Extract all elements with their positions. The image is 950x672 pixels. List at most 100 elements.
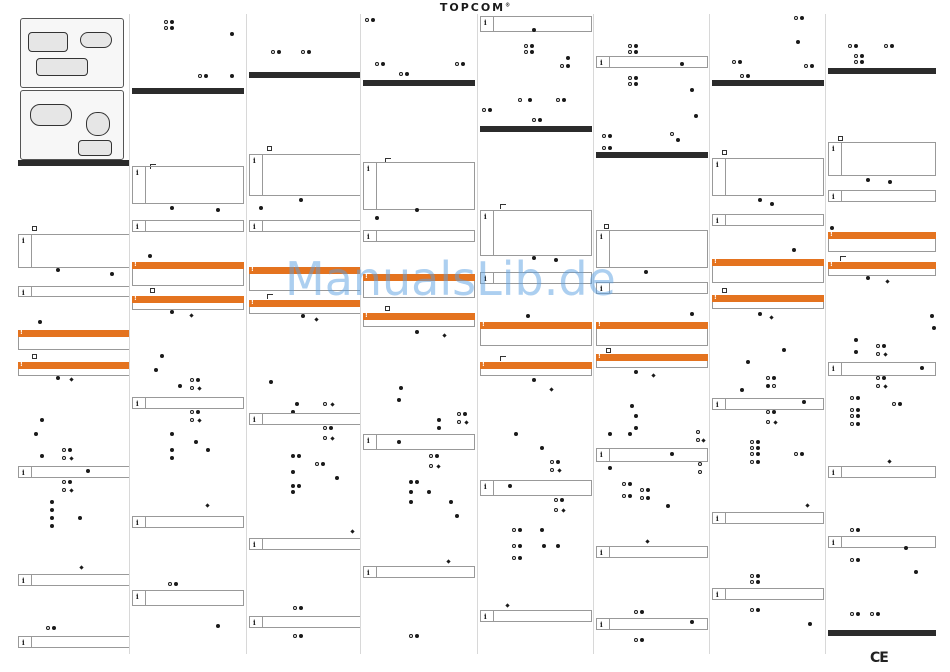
open-dot-icon [323,436,327,440]
section-bar [132,88,244,94]
note-box: i [712,214,824,226]
filled-dot-icon [830,226,834,230]
note-box: i [480,272,592,284]
open-dot-icon [848,44,852,48]
filled-dot-icon [800,452,804,456]
adapter-drawing [78,140,112,156]
open-dot-icon [602,146,606,150]
filled-dot-icon [882,344,886,348]
watermark: ManualsLib.de [285,252,616,306]
checkbox-icon [606,348,611,353]
filled-dot-icon [178,384,182,388]
warning-bar [132,295,244,303]
note-box: i [596,546,708,558]
filled-dot-icon [110,272,114,276]
filled-dot-icon [772,376,776,380]
diamond-icon [549,387,554,392]
filled-dot-icon [295,402,299,406]
warning-bar [18,329,130,337]
filled-dot-icon [449,500,453,504]
filled-dot-icon [455,514,459,518]
filled-dot-icon [634,82,638,86]
filled-dot-icon [170,456,174,460]
filled-dot-icon [230,32,234,36]
filled-dot-icon [608,432,612,436]
warning-bar [712,294,824,302]
open-dot-icon [190,386,194,390]
open-dot-icon [46,626,50,630]
open-dot-icon [876,344,880,348]
checkbox-icon [722,150,727,155]
note-box: i [363,566,475,578]
filled-dot-icon [932,326,936,330]
filled-dot-icon [532,378,536,382]
filled-dot-icon [154,368,158,372]
filled-dot-icon [518,544,522,548]
filled-dot-icon [216,624,220,628]
warning-box [132,269,244,286]
note-box: i [132,397,244,409]
open-dot-icon [766,410,770,414]
filled-dot-icon [866,178,870,182]
filled-dot-icon [518,556,522,560]
filled-dot-icon [415,330,419,334]
manual-column-4: i i i i [360,14,477,654]
filled-dot-icon [630,404,634,408]
filled-dot-icon [562,98,566,102]
open-dot-icon [62,480,66,484]
warning-box [249,307,361,314]
note-box: i [363,434,475,450]
filled-dot-icon [690,88,694,92]
note-box: i [249,220,361,232]
warning-box [18,369,130,376]
info-icon: i [22,468,25,477]
filled-dot-icon [532,256,536,260]
filled-dot-icon [399,386,403,390]
filled-dot-icon [860,60,864,64]
warning-box [596,361,708,368]
warning-bar [18,361,130,369]
open-dot-icon [550,468,554,472]
info-icon: i [22,576,25,585]
filled-dot-icon [540,446,544,450]
filled-dot-icon [206,448,210,452]
filled-dot-icon [299,198,303,202]
filled-dot-icon [397,398,401,402]
warning-bar [596,353,708,361]
filled-dot-icon [277,50,281,54]
filled-dot-icon [259,206,263,210]
info-icon: i [253,415,256,424]
open-dot-icon [740,74,744,78]
manual-column-2: i i i i i [129,14,246,654]
filled-dot-icon [335,476,339,480]
filled-dot-icon [52,626,56,630]
note-box: i [249,413,361,425]
filled-dot-icon [170,206,174,210]
info-icon: i [367,164,370,173]
note-box: i [596,448,708,462]
filled-dot-icon [756,574,760,578]
info-icon: i [367,568,370,577]
open-dot-icon [323,426,327,430]
filled-dot-icon [196,378,200,382]
filled-dot-icon [329,426,333,430]
filled-dot-icon [856,422,860,426]
info-icon: i [600,58,603,67]
filled-dot-icon [170,448,174,452]
filled-dot-icon [854,350,858,354]
filled-dot-icon [680,62,684,66]
diamond-icon [330,402,335,407]
diamond-icon [883,352,888,357]
info-icon: i [22,236,25,245]
diamond-icon [436,464,441,469]
corner-marker-icon [840,256,846,261]
open-dot-icon [560,64,564,68]
note-box: i [18,636,130,648]
open-dot-icon [455,62,459,66]
section-bar [828,630,936,636]
display-unit-drawing [30,104,72,126]
open-dot-icon [518,98,522,102]
filled-dot-icon [914,570,918,574]
filled-dot-icon [904,546,908,550]
open-dot-icon [190,418,194,422]
